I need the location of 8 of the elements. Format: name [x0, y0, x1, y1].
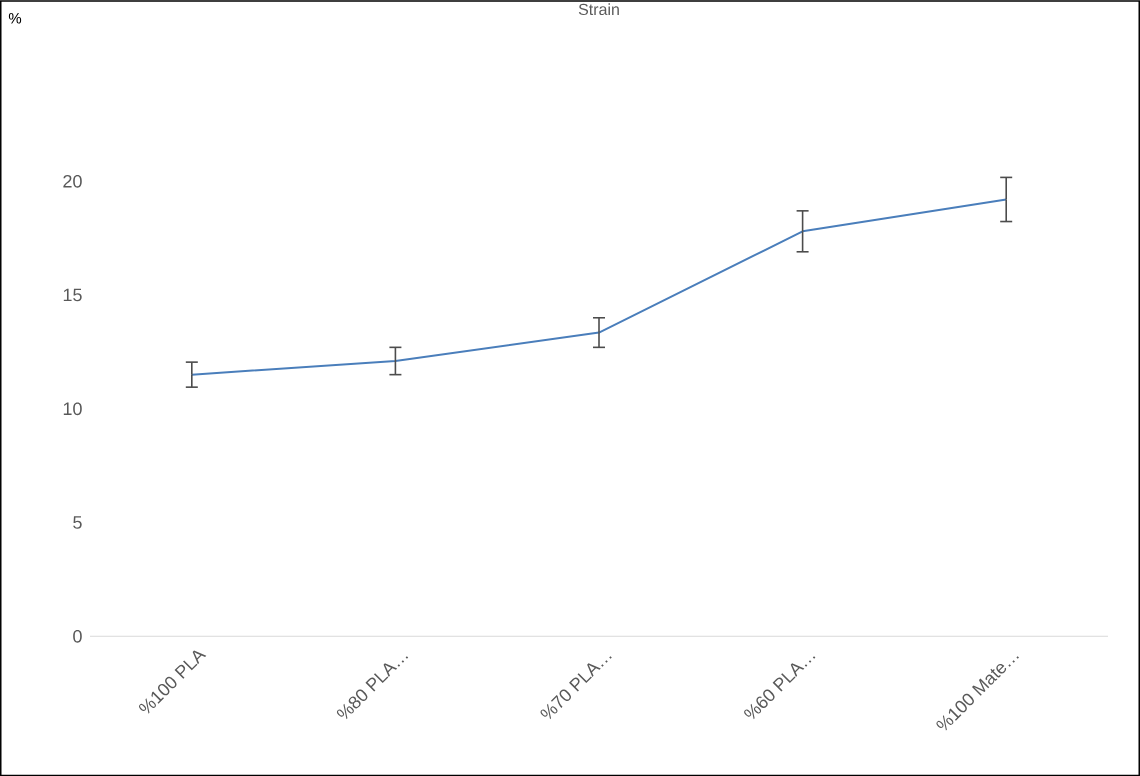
y-tick-label: 5 [73, 516, 82, 529]
y-tick-label: 15 [63, 288, 82, 302]
y-tick-label: 10 [63, 402, 82, 416]
y-tick-label: 0 [73, 629, 82, 643]
line-series [190, 198, 1008, 376]
y-tick-label: 20 [63, 174, 82, 188]
chart-title: Strain [578, 3, 619, 15]
text: % [8, 12, 22, 24]
